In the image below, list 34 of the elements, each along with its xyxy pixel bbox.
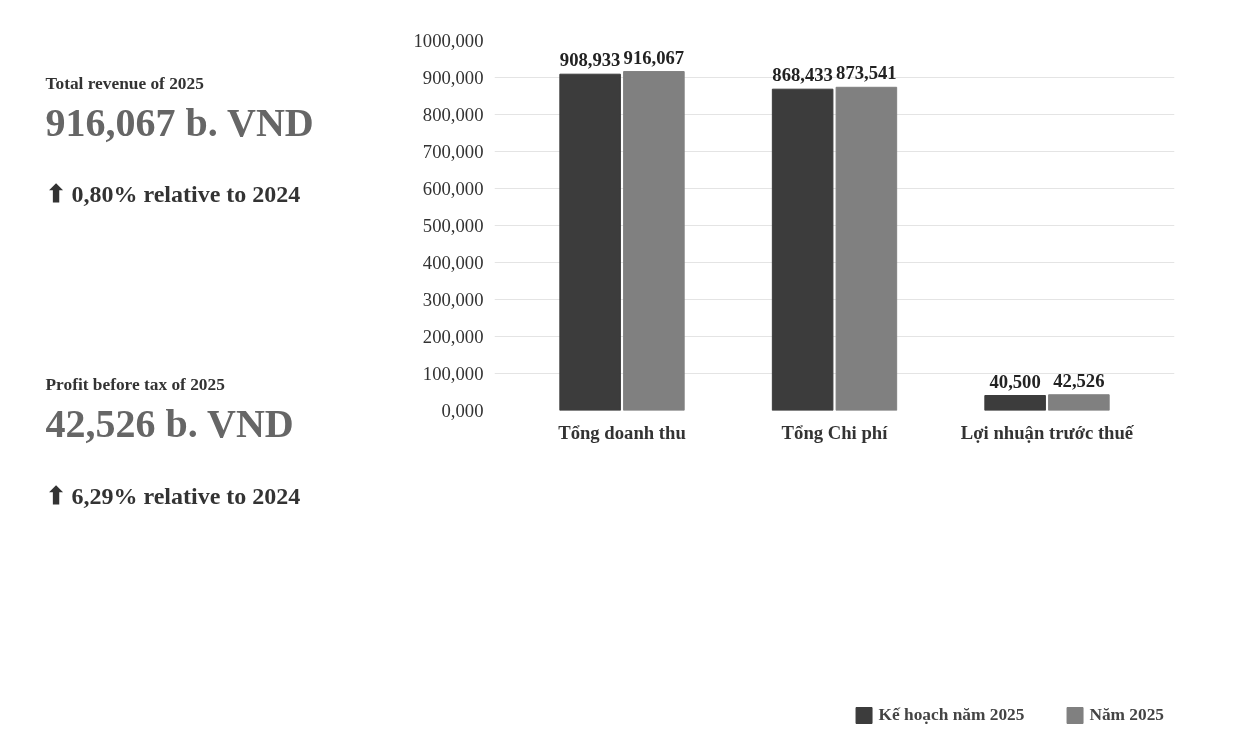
y-tick-label: 100,000 xyxy=(422,363,484,384)
data-label: 908,933 xyxy=(559,49,621,71)
bar xyxy=(1048,394,1110,411)
y-tick-label: 200,000 xyxy=(422,326,484,347)
bar xyxy=(623,71,685,411)
y-tick-label: 900,000 xyxy=(422,67,484,88)
y-tick-label: 700,000 xyxy=(422,141,484,162)
y-tick-label: 400,000 xyxy=(422,252,484,273)
legend-label: Năm 2025 xyxy=(1089,705,1164,725)
y-tick-label: 300,000 xyxy=(422,289,484,310)
y-tick-label: 0,000 xyxy=(441,400,484,421)
x-tick-label: Tổng Chi phí xyxy=(781,421,889,443)
text: 916,067 b. VND xyxy=(45,99,314,145)
bar xyxy=(984,395,1046,411)
y-tick-label: 500,000 xyxy=(422,215,484,236)
bar xyxy=(771,88,834,411)
data-label: 868,433 xyxy=(772,64,833,86)
legend-label: Kế hoạch năm 2025 xyxy=(878,705,1025,725)
y-tick-label: 1000,000 xyxy=(413,30,484,51)
y-tick-label: 800,000 xyxy=(422,104,484,125)
bar xyxy=(559,73,621,411)
text: ⬆ 0,80% relative to 2024 xyxy=(45,180,301,207)
y-tick-label: 600,000 xyxy=(422,178,484,199)
data-label: 40,500 xyxy=(989,370,1041,392)
x-tick-label: Tổng doanh thu xyxy=(558,421,686,443)
text: Profit before tax of 2025 xyxy=(45,375,226,395)
data-label: 916,067 xyxy=(623,46,685,68)
text: 42,526 b. VND xyxy=(45,401,294,447)
x-tick-label: Lợi nhuận trước thuế xyxy=(960,421,1135,443)
text: ⬆ 6,29% relative to 2024 xyxy=(45,482,301,509)
text: Total revenue of 2025 xyxy=(45,73,205,93)
data-label: 42,526 xyxy=(1053,369,1105,391)
data-label: 873,541 xyxy=(836,62,897,84)
bar xyxy=(835,86,898,411)
